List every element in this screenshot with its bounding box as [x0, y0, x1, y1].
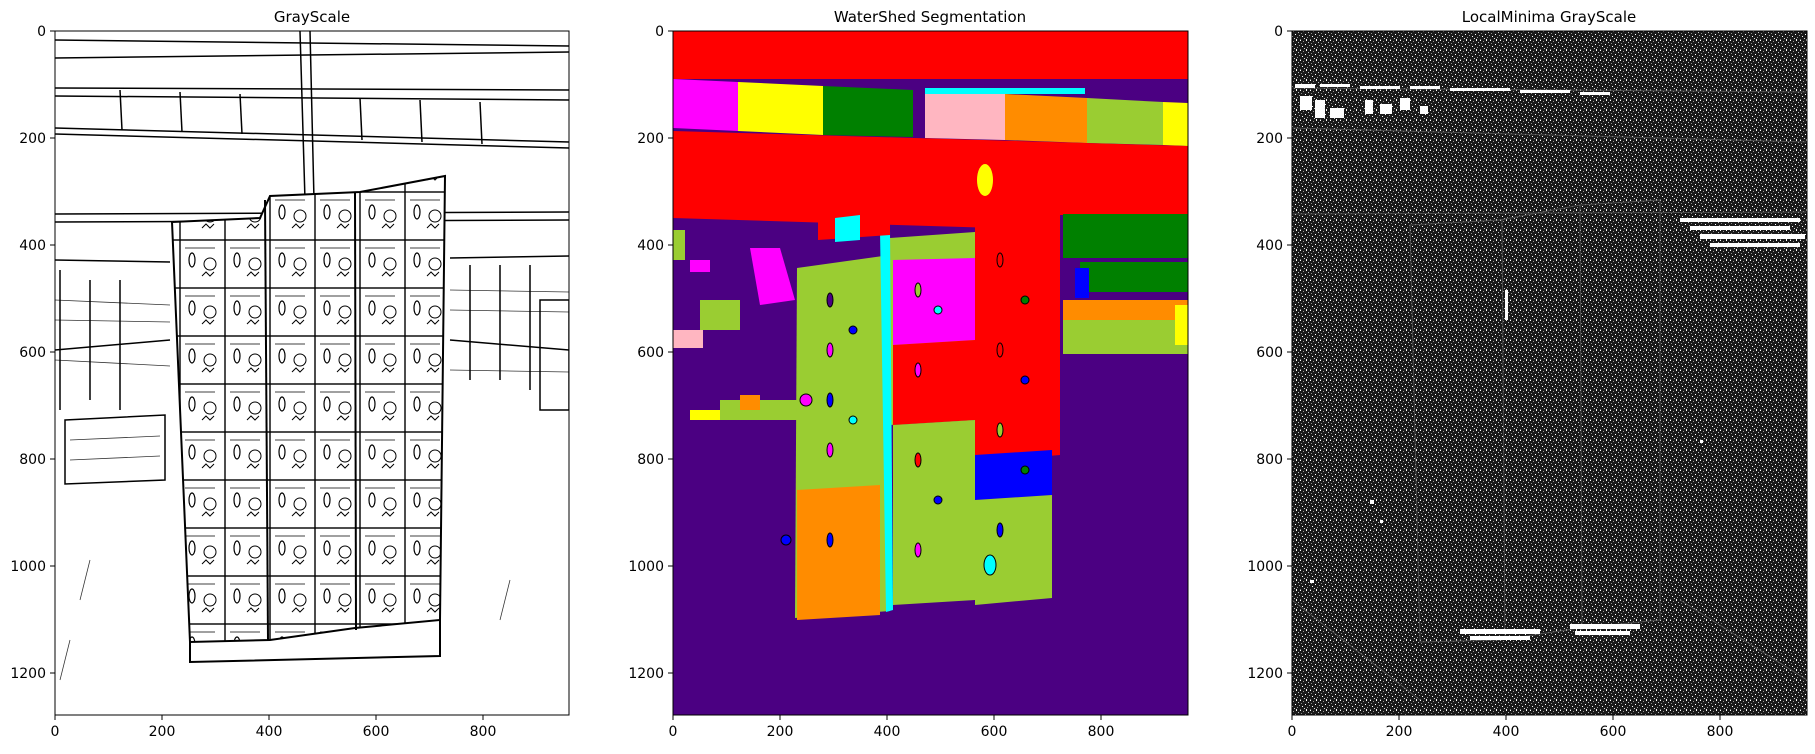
x-tick-label: 400: [256, 724, 283, 740]
x-tick-label: 800: [1088, 724, 1115, 740]
panel-grayscale: GrayScale: [10, 8, 570, 740]
y-tick-label: 800: [637, 452, 664, 468]
x-tick-label: 600: [363, 724, 390, 740]
x-tick-label: 400: [874, 724, 901, 740]
x-tick-label: 200: [149, 724, 176, 740]
watershed-image: [673, 31, 1188, 715]
panel-title: LocalMinima GrayScale: [1462, 8, 1636, 26]
y-tick-label: 800: [1256, 452, 1283, 468]
y-tick-label: 0: [1274, 24, 1283, 40]
y-tick-label: 200: [19, 131, 46, 147]
y-tick-label: 600: [637, 345, 664, 361]
y-tick-label: 600: [1256, 345, 1283, 361]
y-tick-label: 1200: [10, 666, 46, 682]
y-tick-label: 200: [637, 131, 664, 147]
y-tick-label: 400: [637, 238, 664, 254]
panel-title: GrayScale: [274, 8, 350, 26]
y-tick-label: 400: [1256, 238, 1283, 254]
x-tick-label: 600: [981, 724, 1008, 740]
y-tick-label: 1200: [1247, 666, 1283, 682]
x-tick-label: 800: [470, 724, 497, 740]
y-tick-label: 1000: [1247, 559, 1283, 575]
x-tick-label: 0: [1288, 724, 1297, 740]
panel-localminima: LocalMinima GrayScale: [1247, 8, 1808, 740]
y-tick-label: 800: [19, 452, 46, 468]
y-axis: 0 200 400 600 800 1000 1200: [10, 24, 55, 682]
y-axis: 0 200 400 600 800 1000 1200: [628, 24, 673, 682]
y-tick-label: 600: [19, 345, 46, 361]
y-tick-label: 1200: [628, 666, 664, 682]
y-tick-label: 1000: [628, 559, 664, 575]
x-tick-label: 600: [1600, 724, 1627, 740]
grayscale-image: [55, 31, 569, 715]
y-tick-label: 400: [19, 238, 46, 254]
x-axis: 0 200 400 600 800: [1288, 715, 1734, 740]
x-axis: 0 200 400 600 800: [669, 715, 1115, 740]
y-axis: 0 200 400 600 800 1000 1200: [1247, 24, 1292, 682]
x-tick-label: 400: [1493, 724, 1520, 740]
panel-title: WaterShed Segmentation: [834, 8, 1026, 26]
y-tick-label: 0: [655, 24, 664, 40]
panel-watershed: WaterShed Segmentation: [628, 8, 1189, 740]
x-tick-label: 0: [51, 724, 60, 740]
x-axis: 0 200 400 600 800: [51, 715, 497, 740]
y-tick-label: 0: [37, 24, 46, 40]
x-tick-label: 200: [767, 724, 794, 740]
y-tick-label: 1000: [10, 559, 46, 575]
y-tick-label: 200: [1256, 131, 1283, 147]
localminima-image: [1292, 31, 1807, 715]
x-tick-label: 0: [669, 724, 678, 740]
x-tick-label: 200: [1386, 724, 1413, 740]
x-tick-label: 800: [1707, 724, 1734, 740]
